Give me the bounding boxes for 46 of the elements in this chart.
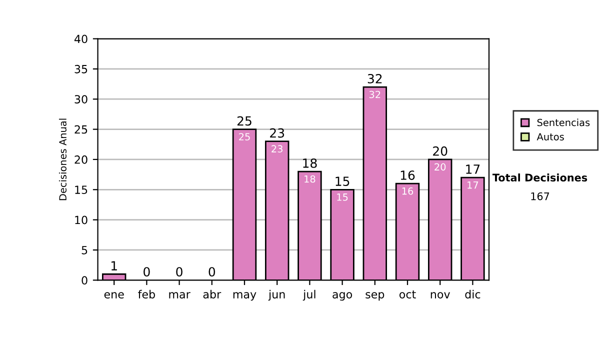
x-tick-label: jun — [268, 290, 285, 301]
x-tick-label: dic — [465, 290, 480, 298]
text: 167 — [531, 192, 550, 200]
total-label: 1 — [111, 261, 117, 270]
x-tick-label: ene — [104, 292, 124, 298]
text: Total Decisiones — [492, 173, 588, 182]
x-tick-label: feb — [138, 290, 155, 298]
legend-label: Sentencias — [537, 118, 590, 126]
x-tick-label: nov — [430, 292, 450, 298]
data-label: 20 — [434, 163, 446, 171]
data-label: 15 — [337, 194, 348, 201]
y-tick-label: 35 — [74, 64, 88, 74]
total-label: 0 — [176, 267, 182, 277]
x-tick-label: oct — [399, 290, 416, 298]
data-label: 32 — [369, 90, 380, 98]
y-axis-title: Decisiones Anual — [58, 118, 66, 200]
data-label: 18 — [304, 175, 316, 183]
y-tick-label: 40 — [74, 34, 88, 44]
total-label: 15 — [336, 176, 350, 186]
y-tick-label: 30 — [74, 95, 88, 104]
legend-label: Autos — [536, 133, 564, 140]
y-tick-label: 25 — [74, 125, 88, 134]
y-tick-label: 20 — [74, 155, 88, 164]
total-label: 20 — [433, 146, 448, 156]
x-tick-label: sep — [366, 292, 384, 301]
y-tick-label: 5 — [82, 246, 88, 254]
total-label: 17 — [466, 164, 480, 174]
x-tick-label: mar — [169, 292, 190, 298]
y-tick-label: 10 — [75, 216, 88, 224]
total-label: 25 — [237, 116, 252, 126]
data-label: 16 — [402, 187, 414, 195]
x-tick-label: may — [233, 292, 256, 301]
total-label: 23 — [270, 128, 284, 138]
y-tick-label: 0 — [82, 276, 88, 285]
total-label: 0 — [144, 267, 150, 277]
data-label: 23 — [272, 145, 283, 152]
x-tick-label: ago — [332, 292, 352, 301]
x-tick-label: jul — [302, 290, 316, 301]
total-label: 0 — [208, 267, 216, 277]
data-label: 25 — [239, 133, 250, 140]
x-tick-label: abr — [203, 290, 222, 298]
y-tick-label: 15 — [75, 186, 88, 194]
total-label: 18 — [303, 158, 317, 168]
data-label: 17 — [468, 181, 478, 189]
total-label: 32 — [368, 74, 382, 84]
total-label: 16 — [400, 170, 415, 180]
